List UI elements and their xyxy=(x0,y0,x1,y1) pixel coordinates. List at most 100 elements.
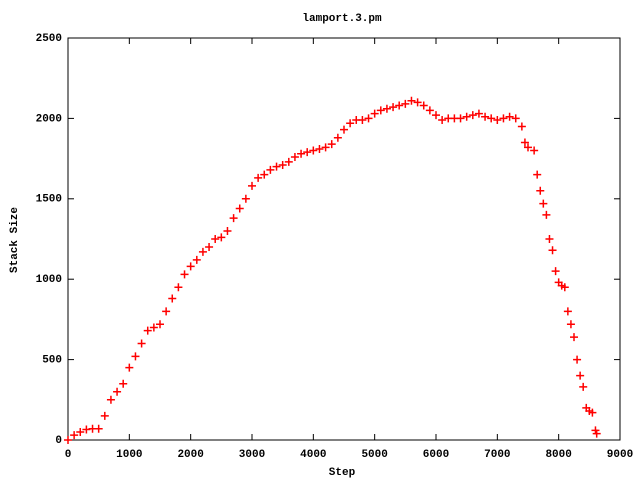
point xyxy=(100,411,109,420)
point xyxy=(533,170,542,179)
point xyxy=(266,165,275,174)
point xyxy=(456,114,465,123)
point xyxy=(592,429,601,438)
point xyxy=(272,162,281,171)
point xyxy=(579,382,588,391)
point xyxy=(315,144,324,153)
y-tick-label: 0 xyxy=(55,435,62,447)
point xyxy=(211,235,220,243)
point xyxy=(278,161,287,170)
point xyxy=(106,395,115,404)
x-tick-label: 7000 xyxy=(484,449,510,461)
point xyxy=(284,157,293,166)
point xyxy=(520,138,529,147)
y-tick-label: 2000 xyxy=(36,113,62,125)
point xyxy=(413,98,422,107)
point xyxy=(241,194,250,203)
point xyxy=(290,152,299,161)
point xyxy=(346,119,355,128)
x-tick-label: 4000 xyxy=(300,449,326,461)
point xyxy=(254,173,263,182)
point xyxy=(180,270,189,279)
y-tick-label: 500 xyxy=(42,355,62,367)
point xyxy=(382,104,391,113)
x-tick-label: 5000 xyxy=(361,449,387,461)
x-tick-label: 3000 xyxy=(239,449,265,461)
point xyxy=(125,363,134,372)
point xyxy=(198,247,207,256)
point xyxy=(358,116,367,125)
point xyxy=(340,125,348,134)
point xyxy=(425,106,434,115)
point xyxy=(168,294,177,303)
point xyxy=(137,339,146,348)
point xyxy=(517,122,526,131)
x-tick-label: 8000 xyxy=(545,449,571,461)
point xyxy=(70,431,79,440)
x-tick-label: 1000 xyxy=(116,449,142,461)
point xyxy=(327,140,336,149)
point xyxy=(536,186,545,195)
point xyxy=(573,355,582,364)
y-tick-label: 1000 xyxy=(36,274,62,286)
y-axis-label: Stack Size xyxy=(9,207,21,273)
point xyxy=(113,387,122,396)
point xyxy=(333,133,342,142)
point xyxy=(576,371,585,380)
y-tick-label: 2500 xyxy=(36,33,62,45)
point xyxy=(432,111,440,120)
point xyxy=(223,226,232,235)
point xyxy=(539,199,548,208)
point xyxy=(566,320,575,329)
point xyxy=(235,204,244,213)
point xyxy=(64,436,72,444)
point xyxy=(192,255,201,264)
point xyxy=(545,235,554,243)
point xyxy=(149,323,158,332)
point xyxy=(205,243,214,252)
x-tick-label: 0 xyxy=(65,449,72,461)
point xyxy=(119,379,128,388)
point xyxy=(511,114,520,123)
point xyxy=(303,148,312,157)
point xyxy=(468,111,477,120)
point xyxy=(76,427,85,436)
point xyxy=(487,114,496,123)
point xyxy=(143,326,152,335)
point xyxy=(551,267,560,276)
point xyxy=(370,109,379,118)
point xyxy=(186,262,195,271)
point xyxy=(542,210,551,219)
y-tick-label: 1500 xyxy=(36,194,62,206)
point xyxy=(548,246,557,255)
point xyxy=(462,112,471,121)
point xyxy=(499,114,508,123)
point xyxy=(505,112,514,121)
point xyxy=(131,352,140,361)
point xyxy=(364,114,373,123)
point xyxy=(156,320,164,329)
point xyxy=(389,103,398,112)
point xyxy=(174,283,183,292)
point xyxy=(438,116,447,125)
x-tick-label: 2000 xyxy=(177,449,203,461)
point xyxy=(570,333,578,342)
x-tick-label: 6000 xyxy=(423,449,449,461)
point xyxy=(419,101,428,110)
point xyxy=(376,106,385,115)
point xyxy=(162,307,171,316)
point xyxy=(94,424,103,433)
plot-border xyxy=(67,37,621,441)
point xyxy=(563,307,572,316)
point xyxy=(229,214,238,223)
point xyxy=(481,112,490,121)
point xyxy=(309,146,318,155)
point xyxy=(588,408,597,417)
point xyxy=(297,149,306,158)
x-axis-label: Step xyxy=(329,467,356,479)
point xyxy=(474,109,483,118)
point xyxy=(493,116,502,125)
point xyxy=(401,99,410,108)
point xyxy=(395,101,404,110)
